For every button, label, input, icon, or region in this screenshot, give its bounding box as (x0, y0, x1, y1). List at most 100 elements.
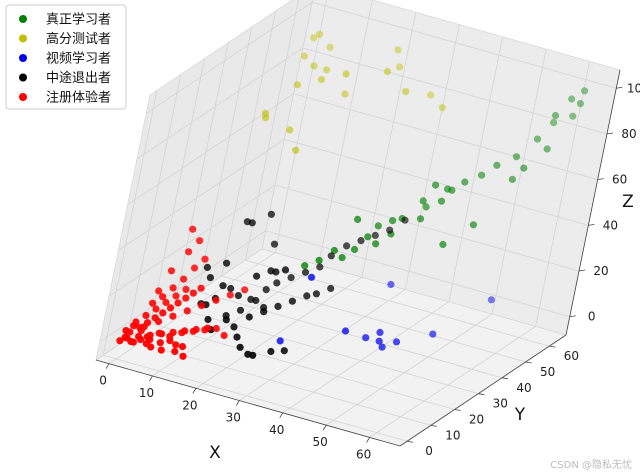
axis-labels: X Y Z (209, 192, 634, 463)
data-point (260, 308, 268, 316)
data-point (203, 263, 211, 271)
data-point (149, 299, 157, 307)
data-point (300, 52, 308, 60)
data-point (386, 226, 394, 234)
data-point (198, 302, 206, 310)
legend-marker (19, 93, 27, 101)
data-point (169, 312, 177, 320)
legend-label: 视频学习者 (46, 51, 111, 67)
y-tick-mark (501, 377, 509, 380)
axes-ticks: 0 10 20 30 40 50 60 0 10 20 30 40 50 60 0 20 40 60 80 100 (95, 69, 640, 461)
data-point (327, 252, 335, 260)
data-point (371, 231, 379, 239)
data-point (262, 286, 270, 294)
data-point (438, 104, 446, 112)
data-point (276, 337, 284, 345)
data-point (322, 66, 331, 74)
data-point (155, 329, 163, 337)
data-point (396, 63, 404, 71)
data-point (212, 296, 220, 304)
data-point (401, 216, 409, 224)
data-point (469, 221, 477, 229)
x-tick-label: 20 (182, 398, 197, 412)
data-point (116, 337, 124, 345)
data-point (512, 153, 521, 161)
data-point (427, 91, 435, 99)
data-point (219, 282, 227, 290)
data-point (252, 296, 260, 305)
data-point (394, 46, 402, 54)
grid-line-x-back (404, 24, 460, 290)
data-point (342, 70, 350, 78)
data-point (315, 256, 323, 264)
data-point (272, 268, 280, 276)
left-wall-pane (95, 0, 314, 361)
grid-line-x-floor (282, 301, 449, 414)
grid-line-x-back (448, 36, 504, 302)
data-point (341, 90, 349, 98)
y-tick-mark (430, 424, 437, 427)
grid-line-y-left (173, 42, 229, 308)
data-point (169, 284, 177, 292)
grid-line-x-floor (239, 289, 406, 401)
grid-line-z-back (265, 230, 570, 318)
data-point (374, 222, 382, 230)
grid-line-x-back (535, 61, 590, 327)
data-point (171, 347, 179, 356)
x-tick-mark (192, 388, 197, 394)
data-point (197, 284, 205, 292)
grid-line-y-floor (150, 323, 455, 410)
z-tick-label: 80 (621, 127, 636, 141)
grid-line-y-floor (245, 259, 550, 347)
data-point (172, 292, 180, 300)
y-tick-label: 10 (445, 428, 460, 442)
legend-marker (19, 15, 27, 23)
data-point (253, 272, 261, 280)
data-point (448, 186, 456, 194)
data-point (362, 334, 370, 342)
data-point (312, 290, 320, 298)
grid-line-z-back (312, 1, 617, 89)
data-point (233, 333, 241, 341)
data-point (222, 316, 230, 324)
data-point (132, 318, 140, 326)
data-point (383, 67, 391, 76)
y-tick-label: 60 (564, 349, 579, 363)
data-point (487, 296, 495, 304)
data-point (249, 351, 257, 359)
legend-marker (19, 34, 27, 43)
data-point (172, 341, 180, 349)
legend-label: 注册体验者 (46, 90, 111, 106)
x-tick-label: 0 (99, 374, 107, 388)
data-point (508, 175, 516, 183)
z-tick-label: 100 (627, 81, 640, 95)
x-tick-label: 30 (226, 411, 241, 425)
z-tick-mark (616, 86, 623, 89)
data-point (143, 333, 151, 341)
grid-line-y-left (245, 0, 299, 261)
z-tick-mark (588, 223, 595, 226)
data-point (326, 43, 334, 51)
grid-line-x-floor (325, 313, 493, 426)
data-point (196, 237, 204, 245)
x-tick-mark (105, 363, 110, 369)
data-point (317, 75, 325, 84)
scatter-points (116, 30, 589, 360)
data-point (281, 266, 290, 274)
data-point (204, 315, 212, 324)
data-point (280, 347, 288, 355)
data-point (533, 135, 542, 143)
grid-line-x-back (361, 12, 417, 278)
data-point (178, 343, 187, 351)
data-point (201, 255, 209, 263)
grid-line-y-floor (197, 291, 503, 379)
data-point (432, 181, 440, 189)
data-point (341, 327, 350, 335)
data-point (226, 291, 234, 299)
z-tick-mark (597, 178, 604, 181)
data-point (372, 240, 380, 248)
grid-line-y-left (126, 74, 182, 340)
data-point (262, 114, 270, 122)
data-point (387, 280, 395, 289)
